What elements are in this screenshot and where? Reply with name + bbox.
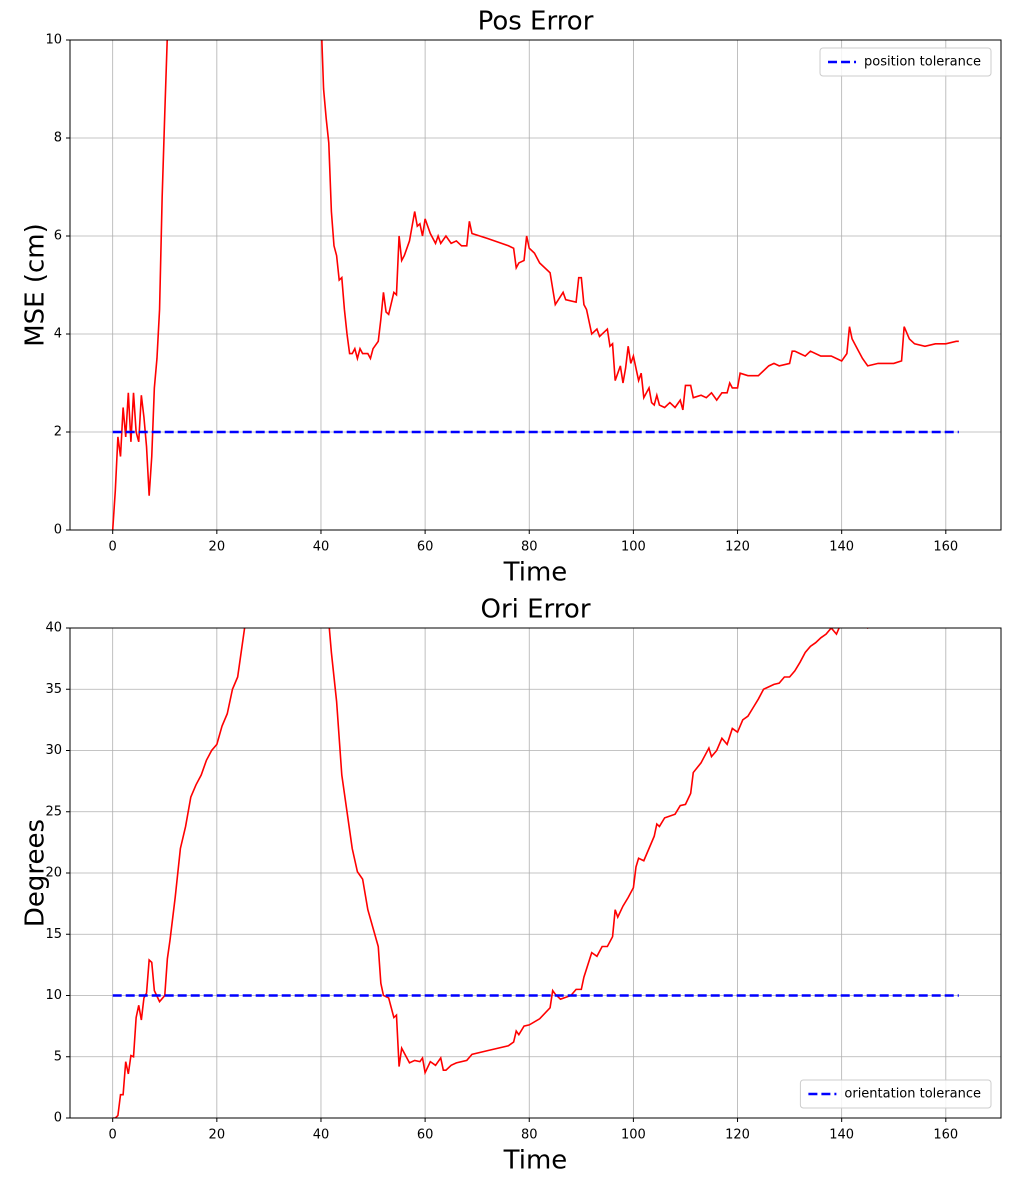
y-axis-label: MSE (cm) — [21, 223, 51, 347]
x-tick-label: 100 — [621, 540, 646, 555]
legend-label: orientation tolerance — [844, 1087, 981, 1102]
x-tick-label: 160 — [933, 1128, 958, 1143]
x-tick-label: 60 — [417, 1128, 434, 1143]
x-axis-label: Time — [503, 558, 568, 588]
x-tick-label: 40 — [313, 1128, 330, 1143]
y-tick-label: 0 — [54, 1111, 62, 1126]
x-tick-label: 140 — [829, 540, 854, 555]
series-line — [112, 628, 869, 1118]
y-tick-label: 30 — [45, 743, 62, 758]
legend-frame — [819, 47, 992, 77]
x-tick-label: 80 — [521, 1128, 538, 1143]
series-line — [111, 40, 959, 530]
x-axis-label: Time — [503, 1146, 568, 1176]
x-tick-label: 160 — [933, 540, 958, 555]
x-tick-label: 20 — [209, 540, 226, 555]
y-tick-label: 2 — [54, 425, 62, 440]
x-tick-label: 120 — [725, 1128, 750, 1143]
x-tick-label: 40 — [313, 540, 330, 555]
y-tick-label: 4 — [54, 327, 62, 342]
legend: orientation tolerance — [799, 1079, 992, 1109]
x-tick-label: 140 — [829, 1128, 854, 1143]
x-tick-label: 20 — [209, 1128, 226, 1143]
y-tick-label: 5 — [54, 1049, 62, 1064]
x-tick-label: 120 — [725, 540, 750, 555]
x-tick-label: 0 — [109, 1128, 117, 1143]
legend-frame — [799, 1079, 992, 1109]
plot-frame — [69, 627, 1002, 1119]
y-tick-label: 0 — [54, 523, 62, 538]
y-tick-label: 25 — [45, 804, 62, 819]
x-tick-label: 60 — [417, 540, 434, 555]
y-tick-label: 10 — [45, 33, 62, 48]
y-tick-label: 40 — [45, 621, 62, 636]
chart-title: Pos Error — [478, 7, 594, 37]
y-tick-label: 35 — [45, 682, 62, 697]
y-tick-label: 15 — [45, 927, 62, 942]
y-tick-label: 10 — [45, 988, 62, 1003]
plot-frame — [69, 39, 1002, 531]
chart-title: Ori Error — [480, 595, 590, 625]
y-tick-label: 6 — [54, 229, 62, 244]
y-axis-label: Degrees — [21, 819, 51, 927]
legend: position tolerance — [819, 47, 992, 77]
y-tick-label: 20 — [45, 866, 62, 881]
legend-label: position tolerance — [864, 55, 981, 70]
x-tick-label: 0 — [109, 540, 117, 555]
x-tick-label: 80 — [521, 540, 538, 555]
y-tick-label: 8 — [54, 131, 62, 146]
x-tick-label: 100 — [621, 1128, 646, 1143]
